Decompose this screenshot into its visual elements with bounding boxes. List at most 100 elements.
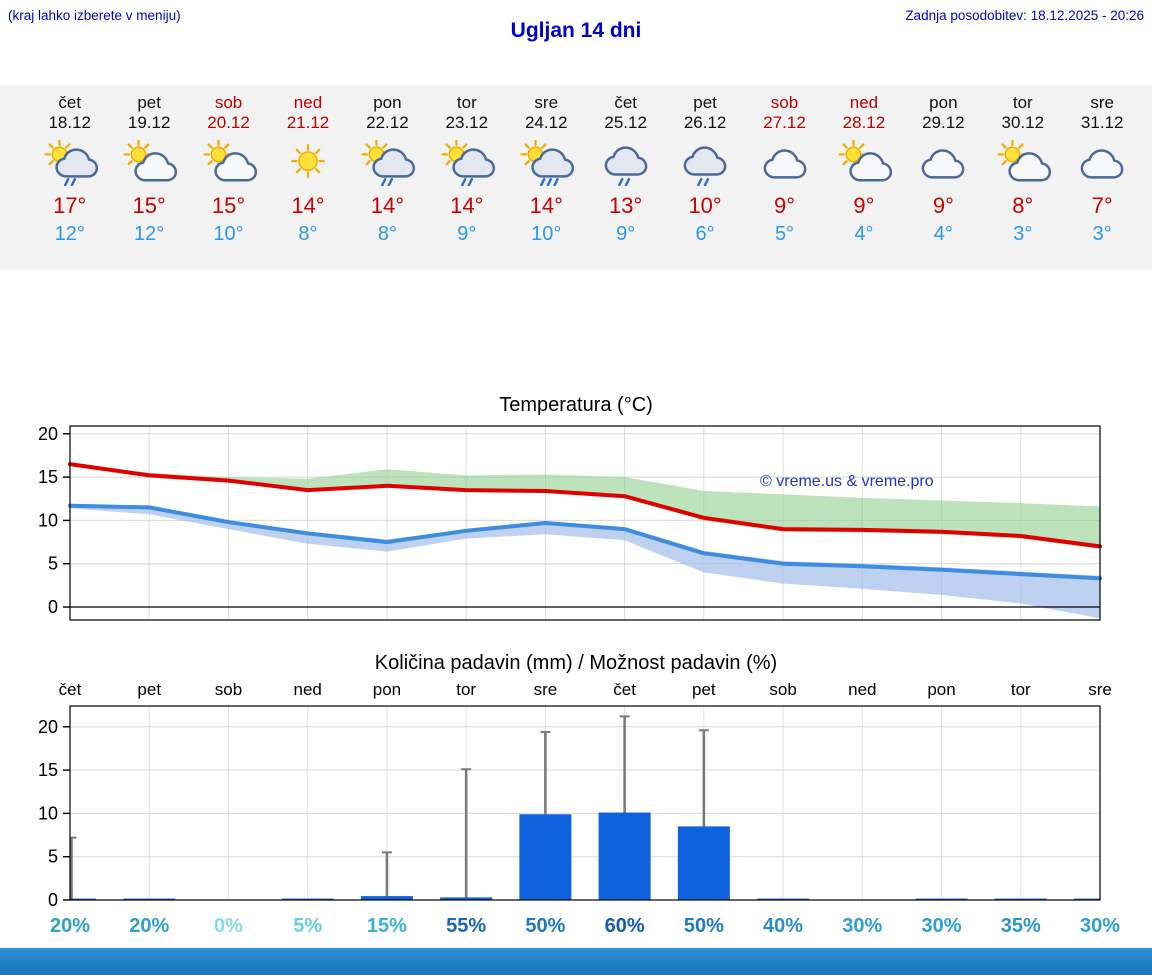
temp-low: 6° — [695, 223, 715, 245]
temp-low: 12° — [54, 223, 85, 245]
forecast-day-col: pet 19.12 15° 12° — [109, 93, 188, 270]
precip-probability: 55% — [446, 915, 486, 937]
precip-y-tick-label: 0 — [48, 890, 58, 910]
precip-probability: 50% — [525, 915, 565, 937]
precip-day-label: ned — [848, 680, 876, 699]
page-title: Ugljan 14 dni — [510, 19, 642, 42]
temp-high: 15° — [211, 193, 246, 218]
last-update-text: Zadnja posodobitev: 18.12.2025 - 20:26 — [905, 8, 1144, 23]
temp-low: 4° — [933, 223, 953, 245]
temp-high: 14° — [529, 193, 563, 218]
footer-bar — [0, 948, 1152, 975]
temp-y-tick-label: 20 — [38, 424, 58, 444]
day-date: 30.12 — [1001, 113, 1045, 132]
temperature-chart: 0 5 10 15 20 © vreme.us & vreme.pro — [38, 424, 1102, 621]
forecast-day-col: pon 22.12 14° 8° — [348, 93, 427, 270]
precip-day-label: ned — [294, 680, 322, 699]
day-date: 24.12 — [524, 113, 568, 132]
forecast-day-col: sre 31.12 7° 3° — [1062, 93, 1141, 270]
temp-high: 17° — [53, 193, 87, 218]
day-name: čet — [58, 93, 82, 112]
forecast-day-col: pon 29.12 9° 4° — [904, 93, 983, 270]
sun-cloud-rain-icon — [361, 140, 416, 186]
precip-y-tick-label: 10 — [38, 803, 58, 823]
precip-day-label: čet — [59, 680, 82, 699]
temp-y-tick-label: 10 — [38, 510, 58, 530]
sun-cloud-icon — [123, 140, 178, 182]
precip-day-label: tor — [1011, 680, 1031, 699]
temp-high: 9° — [853, 193, 875, 218]
precip-day-label: pon — [927, 680, 955, 699]
precip-probability: 30% — [1080, 915, 1120, 937]
temp-high: 14° — [291, 193, 325, 218]
forecast-day-col: sob 20.12 15° 10° — [189, 93, 268, 270]
sun-cloud-rain-icon — [44, 140, 98, 186]
day-name: sob — [770, 93, 799, 112]
forecast-day-col: pet 26.12 10° 6° — [665, 93, 744, 270]
day-date: 31.12 — [1080, 113, 1124, 132]
page-header: (kraj lahko izberete v meniju) Ugljan 14… — [0, 0, 1152, 85]
day-name: tor — [456, 93, 477, 112]
forecast-day-col: ned 28.12 9° 4° — [824, 93, 903, 270]
day-date: 19.12 — [127, 113, 171, 132]
temp-high: 9° — [932, 193, 954, 218]
day-name: ned — [849, 93, 879, 112]
temp-high: 13° — [609, 193, 643, 218]
precip-day-label: sob — [215, 680, 242, 699]
precip-y-tick-label: 5 — [48, 847, 58, 867]
temp-high: 15° — [132, 193, 166, 218]
precip-day-label: sre — [534, 680, 558, 699]
temp-y-tick-label: 0 — [48, 597, 58, 617]
forecast-day-col: sre 24.12 14° 10° — [507, 93, 586, 270]
location-menu-note: (kraj lahko izberete v meniju) — [8, 8, 181, 23]
day-name: čet — [614, 93, 637, 112]
forecast-day-col: tor 23.12 14° 9° — [427, 93, 506, 270]
day-name: pet — [693, 93, 717, 112]
forecast-day-col: ned 21.12 14° 8° — [268, 93, 347, 270]
day-date: 27.12 — [763, 113, 806, 132]
day-date: 25.12 — [604, 113, 647, 132]
temp-high: 14° — [450, 193, 484, 218]
temp-low: 10° — [531, 223, 562, 245]
temp-low: 10° — [213, 223, 244, 245]
precip-probability: 30% — [842, 915, 882, 937]
forecast-day-col: tor 30.12 8° 3° — [983, 93, 1062, 270]
day-name: pon — [373, 93, 402, 112]
temp-low: 5° — [774, 223, 795, 245]
precip-probability: 35% — [1001, 915, 1041, 937]
watermark-link[interactable]: © vreme.us & vreme.pro — [760, 473, 934, 490]
cloud-icon — [1080, 149, 1124, 179]
spacer — [0, 270, 1152, 390]
temp-low: 9° — [457, 223, 477, 245]
precip-probability: 40% — [763, 915, 803, 937]
sun-cloud-icon — [997, 140, 1051, 182]
temp-y-tick-label: 15 — [38, 467, 58, 487]
precip-probability: 15% — [367, 915, 407, 937]
temp-high: 8° — [1012, 193, 1034, 218]
day-date: 29.12 — [922, 113, 965, 132]
temp-low: 12° — [134, 223, 165, 245]
precip-day-label: čet — [613, 680, 636, 699]
precip-probability: 30% — [922, 915, 962, 937]
day-name: pon — [929, 93, 958, 112]
cloud-rain-icon — [604, 146, 648, 186]
precip-day-label: pet — [692, 680, 716, 699]
precipitation-section: Količina padavin (mm) / Možnost padavin … — [0, 648, 1152, 945]
temp-high: 10° — [688, 193, 722, 218]
sun-cloud-icon — [202, 140, 257, 182]
precipitation-chart-title: Količina padavin (mm) / Možnost padavin … — [374, 652, 778, 674]
precip-probability: 5% — [293, 915, 322, 937]
temp-low: 3° — [1092, 223, 1112, 245]
day-date: 26.12 — [683, 113, 727, 132]
precip-probability: 20% — [50, 915, 90, 937]
precip-probability: 60% — [605, 915, 645, 937]
sun-cloud-rain-icon — [441, 140, 495, 186]
precip-day-label: sre — [1088, 680, 1112, 699]
temp-high: 14° — [370, 193, 405, 218]
temp-high: 9° — [773, 193, 796, 218]
sun-cloud-icon — [838, 140, 893, 182]
day-name: sre — [534, 93, 559, 112]
day-name: tor — [1012, 93, 1033, 112]
day-date: 18.12 — [48, 113, 91, 132]
day-date: 21.12 — [286, 113, 330, 132]
